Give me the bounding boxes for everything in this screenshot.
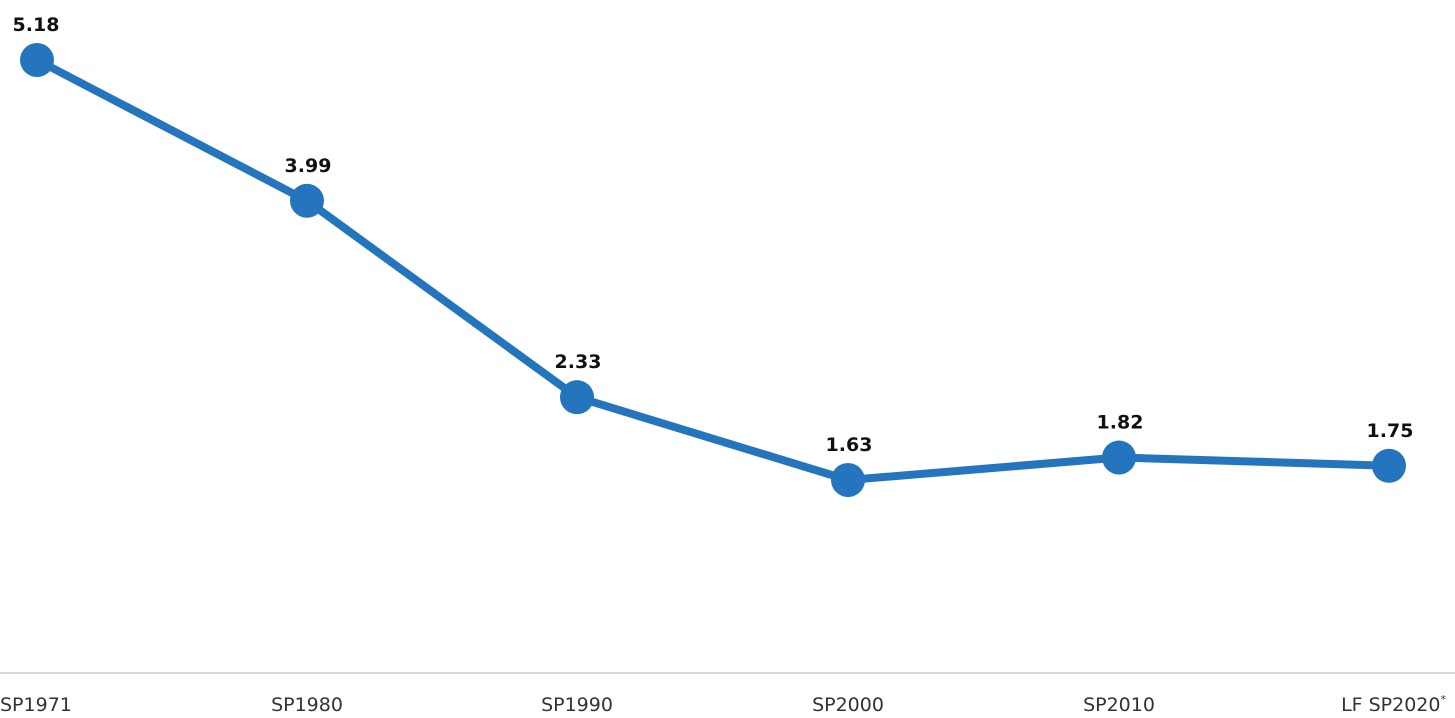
series-line (33, 56, 1393, 484)
x-tick-label-5: LF SP2020* (1341, 693, 1446, 716)
x-tick-label-0: SP1971 (0, 694, 72, 716)
x-tick-label-3: SP2000 (812, 694, 884, 716)
data-label-1: 3.99 (285, 155, 332, 177)
data-label-3: 1.63 (826, 434, 873, 456)
data-point-0 (20, 43, 54, 77)
data-label-2: 2.33 (555, 351, 602, 373)
data-label-4: 1.82 (1097, 412, 1144, 434)
x-tick-label-4: SP2010 (1083, 694, 1155, 716)
data-label-0: 5.18 (13, 14, 60, 36)
data-point-5 (1372, 448, 1406, 483)
x-tick-label-1: SP1980 (271, 694, 343, 716)
data-point-2 (560, 380, 594, 415)
data-label-5: 1.75 (1367, 420, 1414, 442)
x-tick-label-2: SP1990 (541, 694, 613, 716)
data-point-4 (1102, 440, 1136, 475)
data-point-3 (831, 463, 865, 497)
data-point-1 (290, 183, 324, 218)
